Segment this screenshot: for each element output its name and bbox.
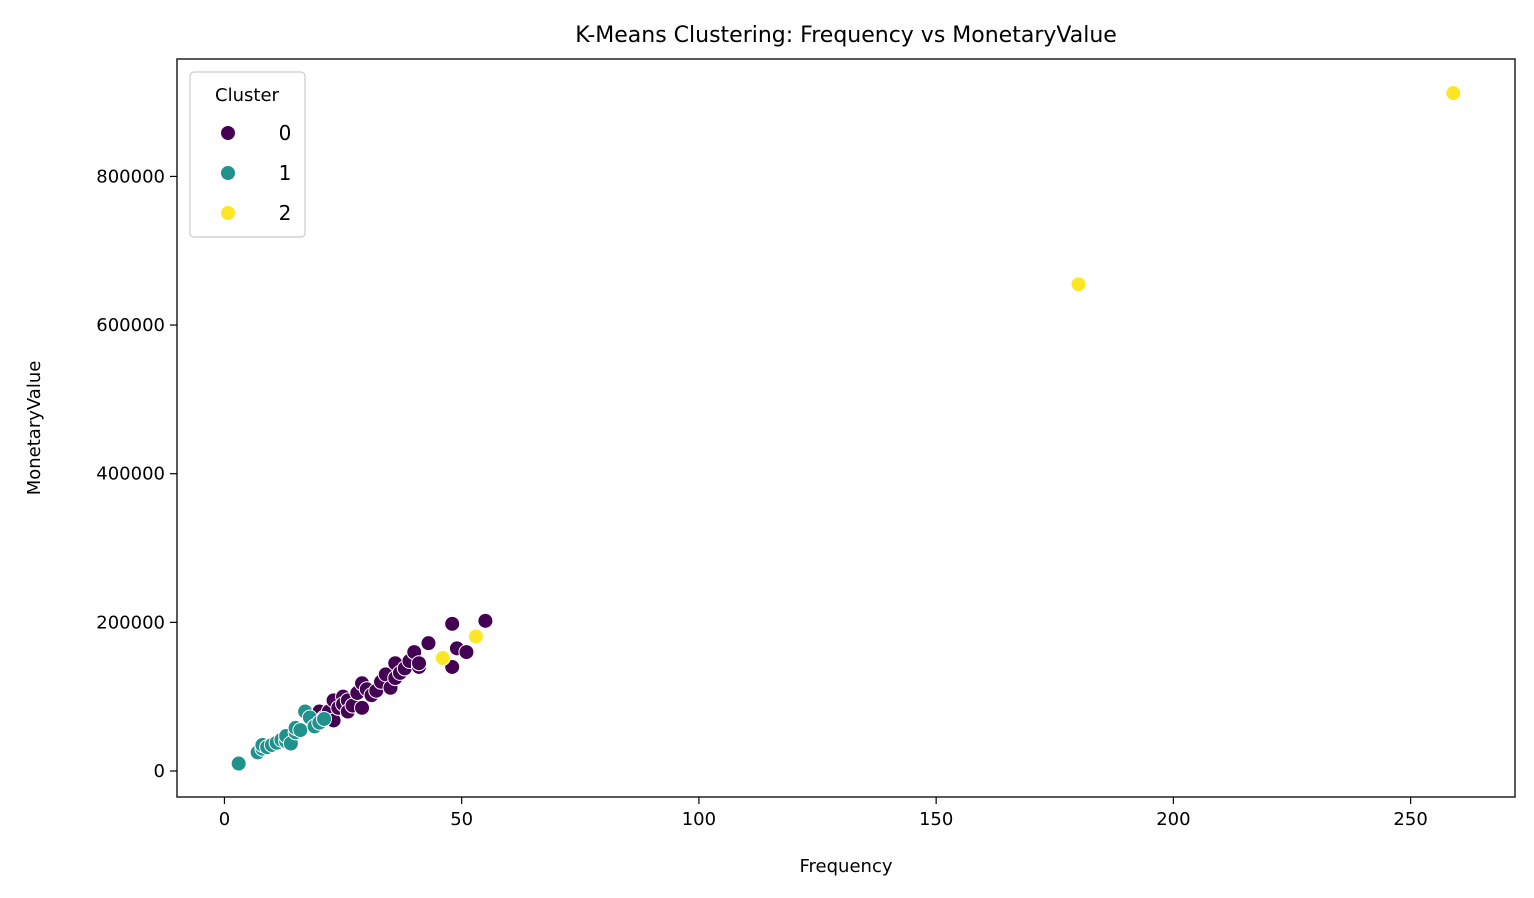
cluster-0-point: [420, 635, 437, 652]
chart-title: K-Means Clustering: Frequency vs Monetar…: [575, 23, 1117, 48]
y-tick-label: 800000: [96, 166, 165, 187]
legend-marker-2: [220, 205, 236, 221]
legend-marker-0: [220, 125, 236, 141]
y-tick-label: 400000: [96, 464, 165, 485]
plot-frame: [176, 58, 1516, 798]
y-tick-label: 0: [154, 761, 165, 782]
legend-box: [189, 71, 306, 238]
x-tick-label: 200: [1156, 809, 1190, 830]
cluster-1-point: [316, 710, 333, 727]
x-tick-label: 250: [1393, 809, 1427, 830]
y-tick-label: 200000: [96, 612, 165, 633]
x-tick-label: 150: [919, 809, 953, 830]
x-tick-label: 100: [682, 809, 716, 830]
cluster-0-point: [477, 612, 494, 629]
cluster-1-point: [230, 755, 247, 772]
cluster-2-point: [467, 628, 484, 645]
x-axis-label: Frequency: [800, 856, 893, 877]
legend-title: Cluster: [215, 85, 279, 106]
legend: Cluster 0 1 2: [189, 71, 306, 238]
cluster-0-point: [354, 699, 371, 716]
cluster-0-point: [458, 644, 475, 661]
cluster-0-point: [444, 615, 461, 632]
y-axis-label: MonetaryValue: [24, 361, 45, 496]
x-tick-label: 50: [450, 809, 473, 830]
x-axis-ticks: 0 50 100 150 200 250: [219, 797, 1428, 830]
cluster-1-point: [292, 722, 309, 739]
y-axis-ticks: 0 200000 400000 600000 800000: [96, 166, 177, 782]
cluster-2-point: [1070, 276, 1087, 293]
legend-label-1: 1: [279, 161, 292, 185]
cluster-2-point: [434, 650, 451, 667]
legend-entries: 0 1 2: [220, 121, 292, 225]
cluster-0-point: [410, 655, 427, 672]
data-points: [230, 85, 1462, 772]
x-tick-label: 0: [219, 809, 230, 830]
legend-label-0: 0: [279, 121, 292, 145]
cluster-2-point: [1445, 85, 1462, 102]
legend-label-2: 2: [279, 201, 292, 225]
legend-marker-1: [220, 165, 236, 181]
y-tick-label: 600000: [96, 315, 165, 336]
